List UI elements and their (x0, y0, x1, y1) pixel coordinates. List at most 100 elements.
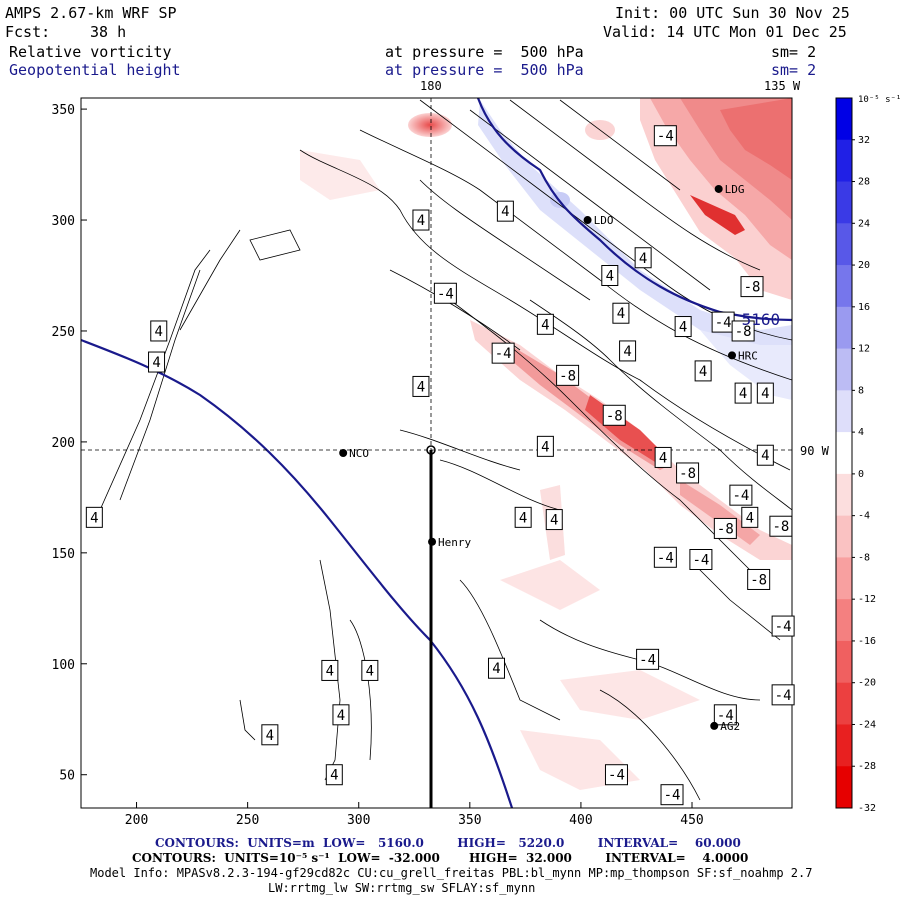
vorticity-contour-label: 4 (487, 657, 505, 679)
contours-vorticity-summary: CONTOURS: UNITS=10⁻⁵ s⁻¹ LOW= -32.000 HI… (132, 851, 749, 865)
svg-text:-8: -8 (772, 519, 789, 535)
svg-text:4: 4 (519, 510, 527, 526)
model-info-physics: LW:rrtmg_lw SW:rrtmg_sw SFLAY:sf_mynn (268, 881, 536, 895)
colorbar-swatch (836, 473, 852, 517)
colorbar-swatch (836, 682, 852, 725)
reference-lines (81, 98, 792, 451)
vorticity-contour-label: -8 (713, 517, 737, 539)
vorticity-contour-label: -4 (653, 546, 677, 568)
colorbar-tick-label: 0 (858, 469, 864, 480)
y-tick-label: 250 (52, 325, 75, 340)
y-tick-label: 200 (52, 436, 75, 451)
vorticity-contour-label: 4 (536, 313, 554, 335)
svg-text:AG2: AG2 (720, 720, 740, 733)
svg-text:Henry: Henry (438, 536, 471, 549)
vorticity-contour-label: 4 (361, 659, 379, 681)
vorticity-contour-label: -8 (740, 276, 764, 298)
svg-text:4: 4 (541, 317, 549, 333)
field1-smooth: sm= 2 (771, 43, 817, 61)
svg-text:4: 4 (623, 344, 631, 360)
plot-frame (80, 97, 793, 809)
svg-text:-8: -8 (750, 572, 767, 588)
svg-text:4: 4 (155, 324, 163, 340)
svg-text:4: 4 (152, 355, 160, 371)
vorticity-contour-label: 4 (536, 435, 554, 457)
colorbar-swatch (836, 223, 852, 266)
svg-text:4: 4 (326, 663, 334, 679)
vorticity-contour-label: -4 (433, 282, 457, 304)
vorticity-contour-label: -4 (713, 704, 737, 726)
vorticity-contour-label: 4 (654, 446, 672, 468)
colorbar-swatch (836, 724, 852, 767)
x-tick-label: 200 (125, 813, 148, 828)
svg-text:4: 4 (617, 306, 625, 322)
geopotential-contours (81, 98, 792, 808)
svg-text:-4: -4 (608, 768, 625, 784)
colorbar-tick-label: -16 (858, 636, 876, 647)
vorticity-contour-label: 4 (150, 320, 168, 342)
svg-text:4: 4 (746, 510, 754, 526)
svg-text:-4: -4 (715, 315, 732, 331)
x-tick-label: 300 (347, 813, 370, 828)
svg-text:4: 4 (366, 663, 374, 679)
colorbar-tick-label: 32 (858, 135, 870, 146)
vorticity-contour-label: -4 (711, 311, 735, 333)
vorticity-contour-label: 4 (545, 509, 563, 531)
svg-text:4: 4 (761, 448, 769, 464)
svg-text:-4: -4 (664, 788, 681, 804)
contours-height-summary: CONTOURS: UNITS=m LOW= 5160.0 HIGH= 5220… (155, 836, 741, 850)
fcst-value: 38 h (90, 23, 127, 41)
colorbar-swatch (836, 348, 852, 391)
vorticity-contour-label: 4 (619, 340, 637, 362)
fcst-label: Fcst: (5, 23, 51, 41)
svg-text:-4: -4 (495, 346, 512, 362)
svg-text:-4: -4 (437, 286, 454, 302)
field1-level: at pressure = 500 hPa (385, 43, 584, 61)
vorticity-contour-label: 4 (321, 659, 339, 681)
colorbar-swatch (836, 390, 852, 433)
vorticity-contour-label: 4 (634, 247, 652, 269)
y-tick-label: 300 (52, 214, 75, 229)
vorticity-contour-label: 4 (412, 375, 430, 397)
colorbar: 10⁻⁵ s⁻¹ 32 28 24 20 16 12 8 4 0 -4 -8 -12 -16 -20 -24… (835, 95, 900, 814)
vorticity-contour-label: 4 (741, 506, 759, 528)
svg-text:4: 4 (606, 269, 614, 285)
field1-name: Relative vorticity (9, 43, 172, 61)
vorticity-contour-label: 4 (674, 316, 692, 338)
svg-text:-4: -4 (775, 619, 792, 635)
vorticity-contour-label: -4 (689, 549, 713, 570)
y-tick-label: 150 (52, 547, 75, 562)
meridian-label-90w: 90 W (800, 444, 829, 458)
vorticity-contour-label: -4 (771, 684, 795, 706)
x-tick-label: 350 (458, 813, 481, 828)
meridian-label-135w: 135 W (764, 79, 801, 93)
svg-text:-4: -4 (775, 688, 792, 704)
model-title: AMPS 2.67-km WRF SP (5, 4, 177, 22)
vorticity-contour-label: 4 (412, 209, 430, 231)
station-markers: NCO Henry AG2 HRC LDG LDO (339, 183, 758, 733)
svg-text:5160: 5160 (742, 310, 781, 329)
svg-text:4: 4 (541, 439, 549, 455)
svg-text:4: 4 (639, 251, 647, 267)
colorbar-swatch (836, 306, 852, 350)
vorticity-contour-label: -4 (660, 784, 684, 806)
svg-text:-8: -8 (717, 521, 734, 537)
colorbar-tick-label: -12 (858, 594, 876, 605)
vorticity-contour-label: -8 (556, 364, 580, 386)
station-henry: Henry (428, 536, 472, 549)
colorbar-tick-label: 8 (858, 385, 864, 396)
vorticity-contour-label: 4 (694, 360, 712, 382)
transect-origin (426, 445, 436, 455)
height-contour-label: 5160 (742, 310, 781, 329)
svg-text:4: 4 (266, 728, 274, 744)
station-ag2: AG2 (710, 720, 740, 733)
colorbar-tick-label: -8 (858, 552, 870, 563)
svg-text:4: 4 (330, 768, 338, 784)
colorbar-swatch (836, 515, 852, 558)
colorbar-tick-label: 12 (858, 344, 870, 355)
svg-text:-4: -4 (639, 652, 656, 668)
field2-name: Geopotential height (9, 61, 181, 79)
vorticity-contour-label: -4 (636, 648, 660, 670)
y-tick-label: 350 (52, 103, 75, 118)
